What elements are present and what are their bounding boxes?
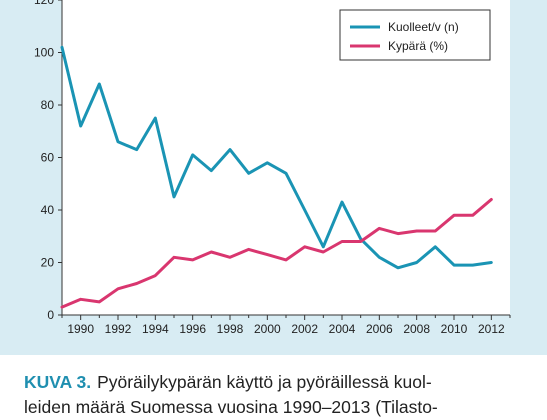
- y-tick-label: 40: [41, 203, 55, 217]
- chart-area: 0 20 40 60 80 100 120 1990 1992 1994 1996 1998 2000 2…: [0, 0, 547, 355]
- x-tick-label: 1990: [67, 322, 94, 336]
- figure-caption: KUVA 3. Pyöräilykypärän käyttö ja pyöräil…: [24, 370, 544, 420]
- x-tick-label: 2008: [403, 322, 430, 336]
- x-tick-label: 1992: [105, 322, 132, 336]
- y-tick-label: 80: [41, 98, 55, 112]
- x-tick-label: 2000: [254, 322, 281, 336]
- legend-label: Kypärä (%): [388, 39, 448, 53]
- x-tick-label: 1996: [179, 322, 206, 336]
- series-line-2: [60, 198, 493, 309]
- x-tick-label: 2012: [478, 322, 505, 336]
- legend-box: [339, 9, 491, 61]
- caption-line-1: KUVA 3. Pyöräilykypärän käyttö ja pyöräil…: [24, 370, 544, 395]
- x-tick-label: 2006: [366, 322, 393, 336]
- x-tick-label: 2010: [441, 322, 468, 336]
- y-tick-label: 100: [34, 46, 54, 60]
- series-line-1: [60, 45, 493, 270]
- y-tick-label: 20: [41, 256, 55, 270]
- line-chart: 0 20 40 60 80 100 120 1990 1992 1994 1996 1998 2000 2…: [34, 0, 511, 336]
- x-tick-label: 1994: [142, 322, 169, 336]
- x-tick-label: 1998: [217, 322, 244, 336]
- legend-label: Kuolleet/v (n): [388, 20, 459, 34]
- caption-text-1: Pyöräilykypärän käyttö ja pyöräillessä k…: [97, 372, 432, 392]
- x-tick-label: 2002: [291, 322, 318, 336]
- y-tick-label: 0: [47, 308, 54, 322]
- y-tick-label: 120: [34, 0, 54, 7]
- y-tick-label: 60: [41, 151, 55, 165]
- caption-label: KUVA 3.: [24, 372, 92, 392]
- caption-line-2: leiden määrä Suomessa vuosina 1990–2013 …: [24, 397, 438, 417]
- x-tick-label: 2004: [329, 322, 356, 336]
